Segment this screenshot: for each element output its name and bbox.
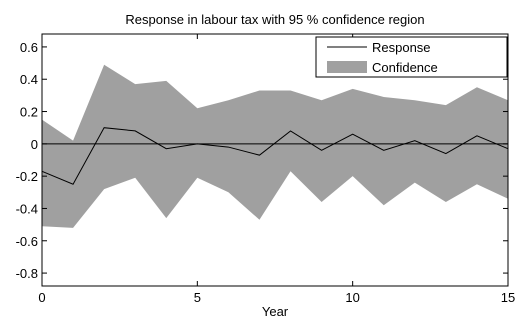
response-line-layer xyxy=(41,127,509,185)
legend: Response Confidence xyxy=(315,36,508,78)
y-tick-label: 0.6 xyxy=(20,40,38,55)
y-tick-label: 0 xyxy=(31,137,38,152)
x-tick-label: 5 xyxy=(194,290,201,305)
y-tick-label: -0.2 xyxy=(16,169,38,184)
x-tick-label: 15 xyxy=(501,290,515,305)
plot-frame xyxy=(41,33,509,287)
response-line xyxy=(41,127,509,185)
legend-label-confidence: Confidence xyxy=(372,60,438,75)
confidence-band xyxy=(42,64,508,228)
legend-confidence-swatch xyxy=(327,61,367,73)
legend-label-response: Response xyxy=(372,40,431,55)
y-tick-label: 0.4 xyxy=(20,72,38,87)
legend-box xyxy=(315,36,508,78)
y-tick-label: -0.6 xyxy=(16,234,38,249)
y-tick-label: -0.8 xyxy=(16,266,38,281)
axes: 0 5 10 15 -0.8 -0.6 -0.4 -0.2 0 0.2 0.4 0.6 xyxy=(16,33,515,305)
x-axis-label: Year xyxy=(262,304,289,319)
y-tick-label: -0.4 xyxy=(16,201,38,216)
x-tick-label: 0 xyxy=(38,290,45,305)
chart-title: Response in labour tax with 95 % confide… xyxy=(125,12,424,27)
y-tick-label: 0.2 xyxy=(20,105,38,120)
x-tick-label: 10 xyxy=(345,290,359,305)
confidence-band-layer xyxy=(42,64,508,228)
